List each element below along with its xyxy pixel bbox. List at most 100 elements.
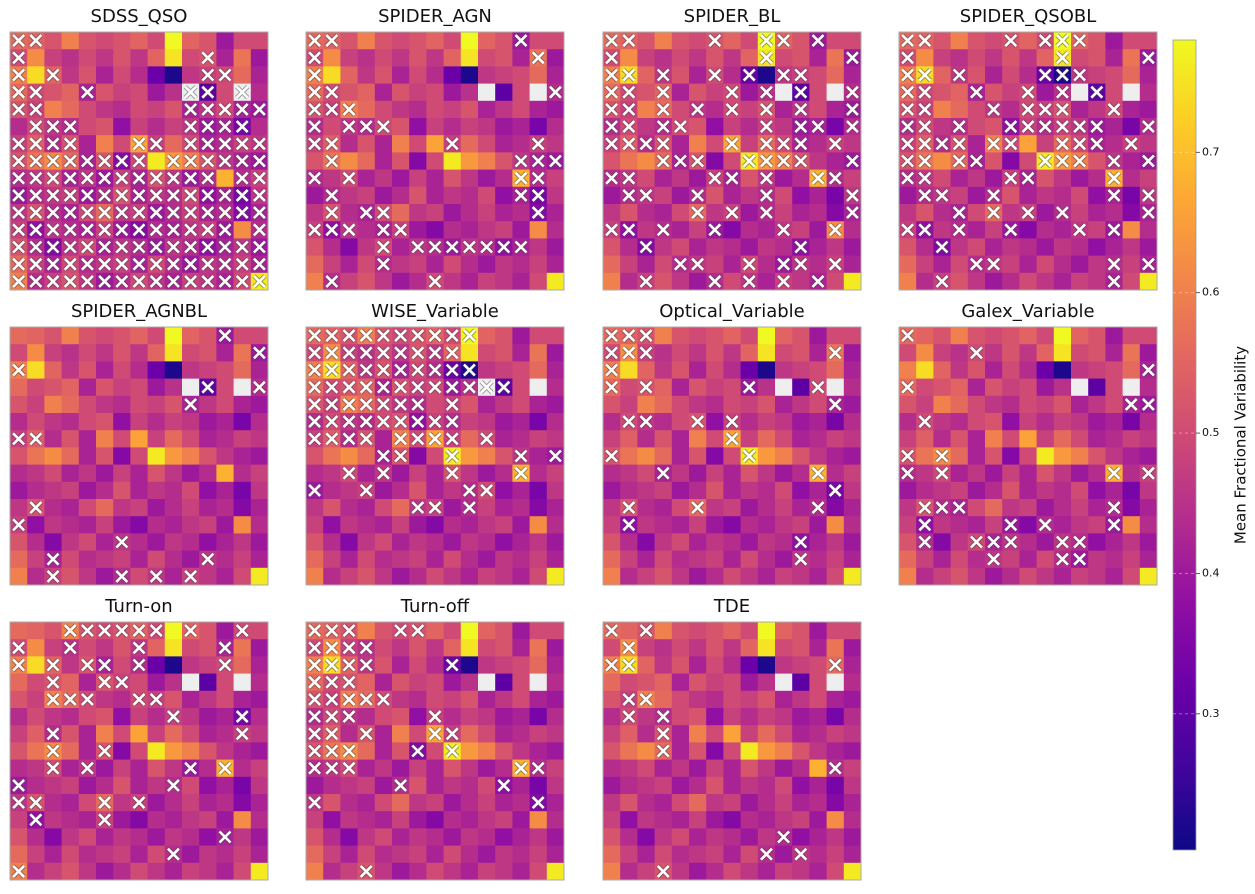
cell	[130, 378, 148, 397]
cell	[689, 742, 707, 760]
cell	[809, 238, 827, 256]
cell	[637, 794, 655, 812]
marker	[410, 743, 425, 759]
cell	[1122, 344, 1141, 362]
panel-title: SPIDER_AGNBL	[71, 301, 207, 322]
marker	[604, 102, 619, 117]
cell	[967, 327, 986, 345]
marker	[252, 345, 267, 360]
cell	[306, 204, 324, 222]
cell	[843, 567, 862, 586]
marker	[776, 222, 791, 237]
cell	[916, 361, 934, 379]
cell	[740, 656, 759, 674]
marker	[934, 188, 950, 203]
cell	[44, 464, 62, 483]
marker	[307, 397, 322, 412]
cell	[96, 100, 114, 119]
cell	[706, 742, 724, 760]
cell	[250, 639, 269, 657]
cell	[706, 622, 724, 640]
cell	[809, 845, 827, 864]
cell	[495, 742, 513, 760]
cell	[340, 272, 358, 291]
cell	[1105, 413, 1123, 431]
cell	[340, 135, 358, 153]
cell	[985, 430, 1003, 448]
cell	[216, 725, 234, 743]
cell	[950, 464, 969, 483]
cell	[546, 430, 565, 448]
cell	[374, 776, 393, 795]
cell	[723, 221, 741, 239]
cell	[775, 742, 793, 760]
cell	[620, 811, 638, 829]
marker	[531, 171, 546, 186]
cell	[130, 464, 148, 483]
cell	[306, 550, 324, 569]
cell	[637, 567, 655, 586]
cell	[495, 447, 513, 465]
cell	[1139, 66, 1158, 84]
cell	[843, 794, 862, 812]
cell	[357, 499, 376, 517]
cell	[546, 221, 565, 239]
marker	[1089, 136, 1104, 151]
cell	[546, 828, 565, 846]
cell	[216, 430, 234, 448]
cell	[495, 395, 513, 414]
cell	[164, 464, 183, 483]
cell	[706, 464, 724, 483]
cell	[740, 862, 759, 881]
cell	[637, 204, 655, 222]
cell	[546, 361, 565, 379]
cell	[740, 742, 759, 760]
cell	[775, 690, 793, 709]
cell	[130, 83, 148, 102]
cell	[495, 550, 513, 569]
cell	[443, 776, 462, 795]
panel-title: SDSS_QSO	[91, 6, 188, 27]
cell	[113, 516, 131, 534]
marker	[341, 743, 357, 759]
cell	[603, 464, 621, 483]
cell	[1071, 100, 1089, 119]
cell	[1122, 152, 1141, 170]
cell	[130, 516, 148, 534]
marker	[845, 153, 860, 169]
panel: Optical_Variable	[602, 301, 862, 586]
marker	[1106, 517, 1122, 532]
cell	[78, 708, 97, 726]
marker	[656, 102, 671, 117]
cell	[950, 238, 969, 256]
cell	[775, 656, 793, 674]
cell	[250, 656, 269, 674]
marker	[11, 864, 26, 879]
cell	[392, 186, 410, 205]
cell	[1002, 238, 1020, 256]
cell	[529, 516, 548, 534]
cell	[233, 464, 252, 483]
cell	[409, 49, 427, 67]
cell	[460, 742, 479, 760]
cell	[654, 378, 673, 397]
cell	[216, 742, 234, 760]
cell	[96, 725, 114, 743]
cell	[426, 550, 444, 569]
cell	[950, 550, 969, 569]
cell	[164, 567, 183, 586]
cell	[409, 690, 427, 709]
cell	[495, 690, 513, 709]
marker	[45, 136, 61, 151]
marker	[131, 640, 147, 655]
cell	[495, 100, 513, 119]
marker	[114, 274, 129, 289]
cell	[147, 725, 166, 743]
cell	[96, 533, 114, 551]
cell	[637, 639, 655, 657]
cell	[967, 118, 986, 136]
cell	[654, 845, 673, 864]
cell	[723, 622, 741, 640]
cell	[233, 221, 252, 239]
cell	[199, 776, 217, 795]
